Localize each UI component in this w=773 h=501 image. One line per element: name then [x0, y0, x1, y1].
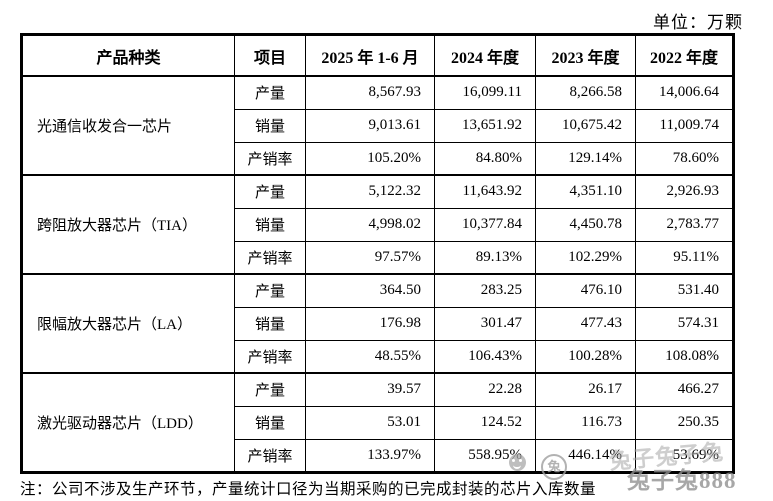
- table-row: 激光驱动器芯片（LDD） 产量 39.57 22.28 26.17 466.27: [21, 372, 734, 473]
- row-label: 产销率: [234, 438, 306, 473]
- cell-value: 133.97%: [305, 438, 435, 473]
- table-row: 产销率 105.20% 84.80% 129.14% 78.60%: [22, 141, 734, 176]
- row-label: 产量: [234, 174, 306, 209]
- row-label: 产销率: [234, 141, 306, 176]
- table-row: 光通信收发合一芯片 产量 8,567.93 16,099.11 8,266.58…: [21, 75, 734, 176]
- product-name-tia: 跨阻放大器芯片（TIA）: [21, 174, 235, 275]
- row-label: 产量: [234, 372, 306, 407]
- cell-value: 102.29%: [535, 240, 636, 275]
- cell-value: 53.69%: [635, 438, 734, 473]
- cell-value: 8,266.58: [535, 75, 636, 110]
- cell-value: 95.11%: [635, 240, 734, 275]
- header-2025h1: 2025 年 1-6 月: [305, 34, 435, 77]
- cell-value: 2,926.93: [635, 174, 734, 209]
- production-sales-table: 产品种类 项目 2025 年 1-6 月 2024 年度 2023 年度 202…: [20, 33, 735, 474]
- cell-value: 13,651.92: [434, 108, 536, 143]
- cell-value: 78.60%: [635, 141, 734, 176]
- cell-value: 39.57: [305, 372, 435, 407]
- cell-value: 250.35: [635, 405, 734, 440]
- cell-value: 116.73: [535, 405, 636, 440]
- cell-value: 301.47: [434, 306, 536, 341]
- cell-value: 89.13%: [434, 240, 536, 275]
- cell-value: 22.28: [434, 372, 536, 407]
- cell-value: 100.28%: [535, 339, 636, 374]
- row-label: 产销率: [234, 339, 306, 374]
- cell-value: 105.20%: [305, 141, 435, 176]
- header-2024: 2024 年度: [434, 34, 536, 77]
- cell-value: 466.27: [635, 372, 734, 407]
- cell-value: 10,377.84: [434, 207, 536, 242]
- table-row: 限幅放大器芯片（LA） 产量 364.50 283.25 476.10 531.…: [21, 273, 734, 374]
- table-row: 跨阻放大器芯片（TIA） 产量 5,122.32 11,643.92 4,351…: [21, 174, 734, 275]
- cell-value: 476.10: [535, 273, 636, 308]
- cell-value: 574.31: [635, 306, 734, 341]
- footnote: 注：公司不涉及生产环节，产量统计口径为当期采购的已完成封装的芯片入库数量: [20, 481, 597, 498]
- cell-value: 446.14%: [535, 438, 636, 473]
- product-name-optical-transceiver: 光通信收发合一芯片: [21, 75, 235, 176]
- cell-value: 129.14%: [535, 141, 636, 176]
- cell-value: 5,122.32: [305, 174, 435, 209]
- cell-value: 14,006.64: [635, 75, 734, 110]
- product-name-ldd: 激光驱动器芯片（LDD）: [21, 372, 235, 473]
- cell-value: 4,450.78: [535, 207, 636, 242]
- header-2023: 2023 年度: [535, 34, 636, 77]
- unit-label: 单位：万颗: [653, 13, 743, 32]
- cell-value: 4,351.10: [535, 174, 636, 209]
- table-row: 销量 4,998.02 10,377.84 4,450.78 2,783.77: [22, 207, 734, 242]
- table-header-row: 产品种类 项目 2025 年 1-6 月 2024 年度 2023 年度 202…: [21, 34, 734, 77]
- product-name-la: 限幅放大器芯片（LA）: [21, 273, 235, 374]
- cell-value: 26.17: [535, 372, 636, 407]
- table-row: 销量 9,013.61 13,651.92 10,675.42 11,009.7…: [22, 108, 734, 143]
- cell-value: 2,783.77: [635, 207, 734, 242]
- cell-value: 531.40: [635, 273, 734, 308]
- cell-value: 84.80%: [434, 141, 536, 176]
- cell-value: 176.98: [305, 306, 435, 341]
- cell-value: 558.95%: [434, 438, 536, 473]
- row-label: 销量: [234, 405, 306, 440]
- cell-value: 11,643.92: [434, 174, 536, 209]
- table-row: 产销率 97.57% 89.13% 102.29% 95.11%: [22, 240, 734, 275]
- table-row: 产销率 48.55% 106.43% 100.28% 108.08%: [22, 339, 734, 374]
- header-item: 项目: [234, 34, 306, 77]
- cell-value: 16,099.11: [434, 75, 536, 110]
- row-label: 销量: [234, 207, 306, 242]
- cell-value: 11,009.74: [635, 108, 734, 143]
- cell-value: 4,998.02: [305, 207, 435, 242]
- row-label: 产量: [234, 273, 306, 308]
- cell-value: 97.57%: [305, 240, 435, 275]
- cell-value: 10,675.42: [535, 108, 636, 143]
- header-2022: 2022 年度: [635, 34, 734, 77]
- cell-value: 477.43: [535, 306, 636, 341]
- row-label: 销量: [234, 306, 306, 341]
- cell-value: 9,013.61: [305, 108, 435, 143]
- row-label: 销量: [234, 108, 306, 143]
- row-label: 产量: [234, 75, 306, 110]
- cell-value: 283.25: [434, 273, 536, 308]
- row-label: 产销率: [234, 240, 306, 275]
- cell-value: 48.55%: [305, 339, 435, 374]
- cell-value: 124.52: [434, 405, 536, 440]
- cell-value: 108.08%: [635, 339, 734, 374]
- header-product-category: 产品种类: [21, 34, 235, 77]
- table-row: 销量 176.98 301.47 477.43 574.31: [22, 306, 734, 341]
- cell-value: 8,567.93: [305, 75, 435, 110]
- cell-value: 53.01: [305, 405, 435, 440]
- cell-value: 364.50: [305, 273, 435, 308]
- cell-value: 106.43%: [434, 339, 536, 374]
